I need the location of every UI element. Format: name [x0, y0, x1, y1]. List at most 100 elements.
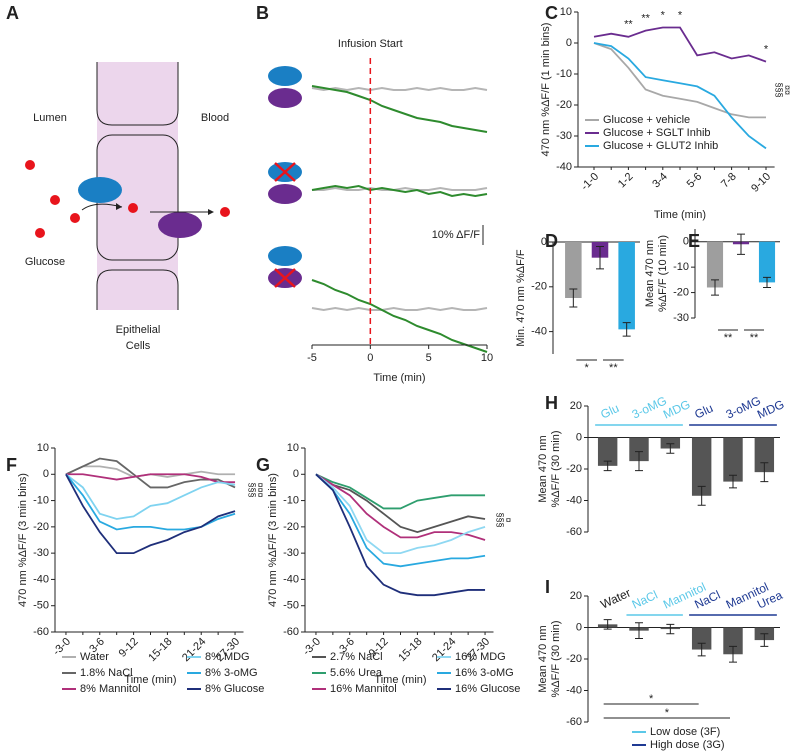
x-tick-label: 9-10 — [749, 171, 773, 195]
x-tick-label: 0 — [367, 352, 373, 364]
y-tick-label: -20 — [566, 463, 582, 475]
y-axis-label: Mean 470 nm — [537, 625, 549, 692]
panel-label: B — [256, 3, 269, 23]
y-axis-label: Min. 470 nm %ΔF/F — [515, 249, 527, 346]
category-label: NaCl — [630, 588, 660, 612]
x-axis-label: Time (min) — [654, 209, 706, 221]
legend-label: 8% 3-oMG — [205, 667, 258, 679]
y-axis-label: 470 nm %ΔF/F (1 min bins) — [540, 23, 552, 157]
significance: ¤¤¤ — [256, 482, 266, 497]
significance: ¤¤ — [783, 85, 793, 95]
error-bar — [697, 485, 706, 506]
trace — [311, 85, 488, 133]
y-tick-label: -20 — [556, 99, 572, 111]
comparison-label: ** — [750, 332, 759, 344]
cell-outline — [96, 62, 179, 126]
legend-label: High dose (3G) — [650, 739, 725, 751]
panel-label: D — [545, 231, 558, 251]
y-tick-label: -10 — [556, 68, 572, 80]
bar — [723, 627, 743, 655]
bar — [706, 241, 724, 288]
trace-icons — [268, 66, 302, 288]
legend-label: Glucose + vehicle — [603, 114, 690, 126]
y-tick-label: 0 — [293, 468, 299, 480]
y-tick-label: -40 — [556, 161, 572, 173]
comparison-label: * — [665, 707, 670, 719]
y-tick-label: -60 — [566, 716, 582, 728]
y-axis-label: 470 nm %ΔF/F (3 min bins) — [17, 473, 29, 607]
x-tick-label: 5 — [426, 352, 432, 364]
y-tick-label: 10 — [37, 442, 49, 454]
y-tick-label: -10 — [33, 494, 49, 506]
comparison-label: * — [649, 693, 654, 705]
y-axis-label: %ΔF/F (30 min) — [550, 620, 562, 697]
y-axis-label: 470 nm %ΔF/F (3 min bins) — [267, 473, 279, 607]
series-line — [315, 473, 486, 510]
significance: ¤ — [504, 517, 514, 522]
label: Blood — [201, 112, 229, 124]
label: Epithelial — [116, 324, 161, 336]
panel-label: C — [545, 3, 558, 23]
error-bar — [596, 245, 604, 270]
annotation: ** — [624, 19, 633, 31]
x-tick-label: 10 — [481, 352, 493, 364]
comparison-label: * — [585, 362, 590, 374]
y-tick-label: 0 — [576, 431, 582, 443]
error-bar — [635, 451, 643, 472]
y-axis-label: %ΔF/F (30 min) — [550, 430, 562, 507]
label: Lumen — [33, 112, 67, 124]
y-tick-label: -20 — [283, 521, 299, 533]
legend-label: 8% Mannitol — [80, 683, 141, 695]
x-axis-label: Time (min) — [374, 674, 426, 686]
y-tick-label: 10 — [287, 442, 299, 454]
series-line — [593, 42, 766, 119]
glucose-dots — [25, 160, 230, 238]
y-tick-label: 0 — [541, 236, 547, 248]
x-tick-label: -1-0 — [579, 171, 601, 193]
bar — [629, 437, 649, 462]
y-tick-label: -60 — [33, 626, 49, 638]
bar — [691, 627, 712, 650]
category-label: Glu — [692, 401, 715, 422]
y-tick-label: 0 — [566, 37, 572, 49]
label: Glucose — [25, 256, 65, 268]
y-axis-label: Mean 470 nm — [644, 240, 656, 307]
y-tick-label: -20 — [33, 521, 49, 533]
series-line — [65, 473, 236, 484]
series-line — [65, 473, 236, 520]
y-tick-label: -30 — [33, 547, 49, 559]
x-tick-label: -3-0 — [51, 636, 73, 658]
label: Cells — [126, 340, 151, 352]
y-tick-label: 20 — [570, 400, 582, 412]
annotation: * — [678, 9, 683, 21]
y-tick-label: -10 — [673, 261, 689, 273]
error-bar — [737, 233, 745, 255]
series-line — [65, 473, 236, 555]
legend-label: 16% Mannitol — [330, 683, 397, 695]
y-tick-label: -20 — [566, 653, 582, 665]
error-bar — [635, 622, 643, 640]
annotation: ** — [641, 13, 650, 25]
error-bar — [569, 288, 578, 308]
legend-label: Low dose (3F) — [650, 726, 720, 738]
scale-label: 10% ΔF/F — [432, 229, 481, 241]
x-tick-label: 5-6 — [685, 171, 705, 191]
legend-label: Glucose + SGLT Inhib — [603, 127, 711, 139]
y-axis-label: %ΔF/F (10 min) — [657, 235, 669, 312]
legend-label: 16% Glucose — [455, 683, 520, 695]
legend-label: Glucose + GLUT2 Inhib — [603, 140, 718, 152]
error-bar — [711, 279, 719, 296]
annotation: Infusion Start — [338, 38, 403, 50]
series-line — [315, 473, 486, 597]
comparison-label: ** — [609, 362, 618, 374]
y-tick-label: 10 — [560, 6, 572, 18]
series-line — [593, 42, 767, 150]
diagram: Lumen Blood Glucose Epithelial Cells — [25, 62, 230, 352]
x-tick-label: -3-0 — [301, 636, 323, 658]
legend-label: 5.6% Urea — [330, 667, 383, 679]
panel-label: E — [688, 231, 700, 251]
legend-label: 8% Glucose — [205, 683, 264, 695]
legend-label: 2.7% NaCl — [330, 651, 383, 663]
comparison-label: ** — [724, 332, 733, 344]
glut2-icon — [158, 212, 202, 238]
